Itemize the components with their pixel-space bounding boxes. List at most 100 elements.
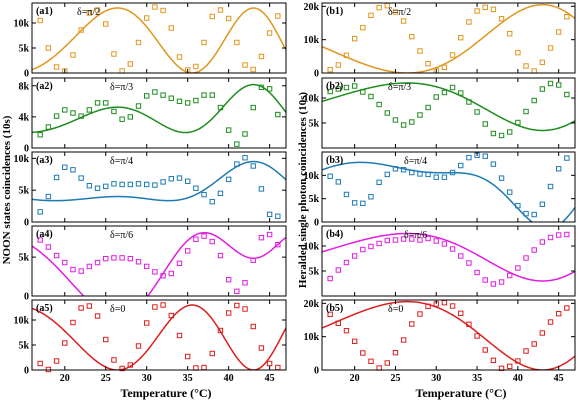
y-tick-label: 10k bbox=[303, 94, 319, 105]
x-tick-label: 30 bbox=[431, 373, 441, 384]
data-point-a3 bbox=[225, 176, 232, 183]
data-point-b5 bbox=[515, 358, 521, 364]
data-point-a1 bbox=[176, 54, 183, 60]
data-point-a1 bbox=[168, 25, 174, 31]
data-point-a5 bbox=[144, 320, 150, 326]
data-point-b2 bbox=[539, 86, 546, 92]
panel-a4: 0 5k (a4) δ=π/6 bbox=[18, 225, 287, 303]
data-point-a5 bbox=[168, 312, 174, 319]
right-y-axis-label: Heralded single photon coincidences (10s… bbox=[297, 92, 309, 289]
y-tick-label: 0 bbox=[24, 69, 29, 80]
data-point-b5 bbox=[425, 303, 431, 310]
data-point-a2 bbox=[184, 100, 191, 106]
data-point-a1 bbox=[127, 61, 134, 67]
data-point-a4 bbox=[266, 231, 273, 238]
data-point-a5 bbox=[152, 304, 158, 310]
data-point-a3 bbox=[184, 178, 191, 184]
data-point-a4 bbox=[168, 270, 174, 277]
delta-label-b5: δ=0 bbox=[388, 304, 403, 315]
data-point-b5 bbox=[507, 363, 513, 370]
data-point-a5 bbox=[94, 313, 101, 319]
data-point-a5 bbox=[201, 364, 207, 371]
data-point-a1 bbox=[152, 4, 158, 10]
delta-label-b2: δ=π/3 bbox=[388, 82, 411, 93]
data-point-b3 bbox=[327, 173, 333, 179]
data-point-b1 bbox=[458, 34, 464, 41]
data-point-b2 bbox=[490, 130, 497, 137]
data-point-b5 bbox=[539, 330, 546, 336]
panel-label-b4: (b4) bbox=[326, 229, 343, 240]
data-point-b1 bbox=[335, 62, 342, 68]
data-point-a2 bbox=[70, 110, 76, 116]
data-point-b5 bbox=[400, 337, 407, 343]
fit-curve-a5 bbox=[32, 304, 286, 370]
delta-label-a1: δ=π/2 bbox=[77, 7, 100, 18]
data-point-b2 bbox=[360, 89, 366, 95]
data-point-b5 bbox=[498, 365, 505, 372]
data-point-b4 bbox=[490, 281, 497, 287]
data-point-a3 bbox=[62, 164, 68, 170]
right-x-axis-label: Temperature (°C) bbox=[415, 386, 506, 400]
data-point-a4 bbox=[184, 248, 191, 254]
data-point-a5 bbox=[127, 362, 134, 368]
data-point-b4 bbox=[417, 237, 423, 243]
y-tick-label: 20k bbox=[303, 2, 319, 13]
y-tick-label: 10k bbox=[13, 316, 29, 327]
data-point-a2 bbox=[94, 100, 101, 106]
y-tick-label: 10k bbox=[303, 35, 319, 46]
data-point-a4 bbox=[86, 263, 93, 270]
data-point-a4 bbox=[135, 259, 142, 265]
data-point-b5 bbox=[482, 347, 488, 353]
panel-label-b2: (b2) bbox=[326, 81, 343, 92]
data-point-b3 bbox=[515, 202, 521, 209]
data-point-a1 bbox=[45, 45, 52, 51]
data-point-a5 bbox=[86, 303, 93, 309]
panel-frame-b5 bbox=[321, 299, 576, 371]
data-point-b1 bbox=[376, 4, 382, 11]
data-point-a1 bbox=[160, 7, 166, 14]
data-point-a2 bbox=[127, 114, 134, 120]
data-point-b2 bbox=[507, 129, 513, 135]
y-tick-label: 10k bbox=[303, 171, 319, 182]
data-point-a2 bbox=[176, 98, 183, 105]
data-point-b1 bbox=[474, 8, 480, 14]
data-point-a1 bbox=[193, 63, 199, 70]
data-point-a3 bbox=[250, 163, 256, 169]
data-point-b5 bbox=[555, 310, 562, 317]
data-point-b2 bbox=[327, 88, 333, 95]
data-point-a5 bbox=[234, 302, 240, 309]
data-point-a1 bbox=[250, 66, 256, 73]
data-point-a3 bbox=[160, 179, 166, 185]
data-point-a4 bbox=[201, 233, 207, 239]
data-point-b1 bbox=[449, 52, 456, 58]
data-point-a4 bbox=[152, 269, 158, 275]
data-point-a5 bbox=[217, 327, 224, 334]
data-point-b5 bbox=[564, 305, 570, 311]
data-point-a2 bbox=[168, 95, 174, 101]
data-point-a5 bbox=[70, 319, 76, 326]
data-point-b1 bbox=[564, 13, 570, 20]
data-point-b3 bbox=[425, 171, 431, 178]
data-point-a2 bbox=[152, 89, 158, 95]
data-point-a5 bbox=[275, 364, 281, 371]
panel-frame-a2 bbox=[31, 77, 287, 149]
data-point-b4 bbox=[449, 246, 456, 252]
data-point-b3 bbox=[466, 154, 472, 161]
data-point-b3 bbox=[498, 175, 505, 181]
data-point-b5 bbox=[409, 321, 415, 327]
data-point-a2 bbox=[53, 113, 60, 119]
data-point-a2 bbox=[78, 113, 84, 119]
data-point-b1 bbox=[351, 35, 358, 42]
data-point-a5 bbox=[242, 306, 248, 312]
data-point-b4 bbox=[376, 240, 382, 247]
left-x-axis-label: Temperature (°C) bbox=[120, 386, 211, 400]
data-point-a2 bbox=[119, 116, 125, 122]
fit-curve-b4 bbox=[322, 232, 575, 282]
data-point-a4 bbox=[103, 255, 109, 262]
data-point-a1 bbox=[258, 53, 265, 60]
data-point-b2 bbox=[441, 89, 448, 96]
data-point-b2 bbox=[335, 86, 342, 92]
panel-a2: 0 4k 8k (a2) δ=π/3 bbox=[18, 77, 287, 155]
panel-frame-a5 bbox=[31, 299, 287, 371]
data-point-b5 bbox=[392, 349, 399, 356]
